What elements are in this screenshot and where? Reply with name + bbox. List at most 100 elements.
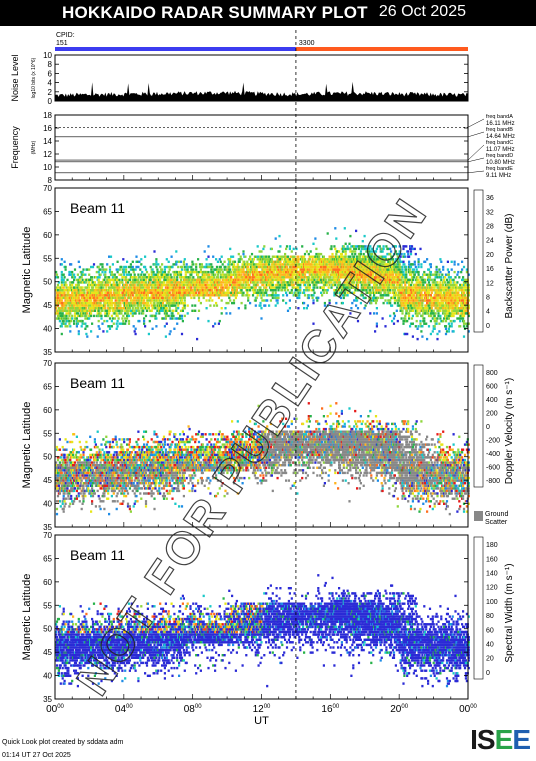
heatmap-cell (106, 312, 109, 315)
heatmap-cell (99, 263, 102, 266)
heatmap-cell (255, 268, 258, 271)
heatmap-cell (144, 281, 148, 284)
heatmap-cell (122, 314, 125, 318)
heatmap-cell (336, 281, 339, 284)
heatmap-cell (280, 273, 283, 276)
heatmap-cell (83, 296, 86, 300)
heatmap-cell (73, 289, 77, 292)
heatmap-cell (198, 265, 202, 269)
heatmap-cell (157, 263, 160, 266)
heatmap-cell (285, 286, 289, 289)
heatmap-cell (78, 278, 81, 282)
heatmap-cell (426, 307, 429, 310)
heatmap-cell (391, 260, 395, 263)
heatmap-cell (430, 304, 433, 307)
heatmap-cell (144, 286, 147, 289)
heatmap-cell (178, 260, 181, 263)
heatmap-cell (131, 294, 134, 297)
heatmap-cell (400, 296, 403, 300)
heatmap-cell (70, 263, 73, 266)
heatmap-cell (271, 278, 274, 282)
heatmap-cell (310, 263, 313, 266)
heatmap-cell (331, 252, 334, 256)
heatmap-cell (154, 286, 157, 289)
heatmap-cell (300, 268, 303, 271)
heatmap-cell (104, 273, 107, 276)
heatmap-cell (242, 291, 245, 294)
heatmap-cell (101, 309, 104, 312)
heatmap-cell (373, 312, 376, 315)
heatmap-cell (154, 281, 157, 284)
heatmap-cell (181, 309, 184, 312)
heatmap-cell (183, 299, 186, 302)
heatmap-cell (247, 296, 250, 300)
heatmap-cell (276, 299, 279, 302)
heatmap-cell (312, 242, 315, 245)
heatmap-cell (96, 335, 99, 338)
heatmap-cell (139, 268, 142, 271)
heatmap-cell (106, 278, 109, 282)
heatmap-cell (220, 268, 223, 271)
heatmap-cell (345, 278, 348, 282)
heatmap-cell (431, 299, 434, 302)
heatmap-cell (97, 325, 100, 328)
heatmap-cell (117, 317, 120, 320)
heatmap-cell (144, 296, 147, 300)
heatmap-cell (67, 291, 70, 294)
heatmap-cell (101, 322, 104, 325)
heatmap-cell (217, 322, 220, 325)
heatmap-cell (426, 273, 429, 276)
heatmap-cell (126, 317, 129, 320)
heatmap-cell (120, 265, 123, 269)
heatmap-cell (288, 307, 291, 310)
heatmap-cell (357, 247, 361, 251)
heatmap-cell (97, 309, 100, 312)
heatmap-cell (370, 301, 373, 305)
heatmap-cell (338, 294, 342, 297)
heatmap-cell (310, 294, 313, 297)
heatmap-cell (121, 281, 124, 284)
heatmap-cell (307, 252, 310, 256)
heatmap-cell (84, 309, 87, 312)
heatmap-cell (84, 304, 87, 307)
heatmap-cell (77, 319, 80, 323)
heatmap-cell (389, 289, 392, 292)
heatmap-cell (133, 330, 136, 333)
heatmap-cell (209, 304, 212, 307)
heatmap-cell (129, 268, 132, 271)
heatmap-cell (155, 265, 158, 269)
heatmap-cell (144, 314, 148, 318)
heatmap-cell (113, 317, 116, 320)
heatmap-cell (322, 255, 325, 258)
heatmap-cell (145, 307, 149, 310)
heatmap-cell (355, 304, 358, 307)
heatmap-cell (145, 309, 149, 312)
heatmap-cell (268, 281, 271, 284)
heatmap-cell (331, 273, 334, 276)
heatmap-cell (342, 283, 345, 287)
heatmap-cell (143, 304, 146, 307)
heatmap-cell (374, 281, 377, 284)
heatmap-cell (162, 273, 166, 276)
heatmap-cell (409, 307, 412, 310)
heatmap-cell (155, 312, 158, 315)
heatmap-cell (297, 307, 300, 310)
heatmap-cell (125, 281, 128, 284)
heatmap-cell (385, 276, 388, 279)
heatmap-cell (144, 255, 147, 258)
heatmap-cell (391, 265, 394, 269)
heatmap-cell (229, 263, 232, 266)
heatmap-cell (325, 291, 328, 294)
heatmap-cell (163, 325, 166, 328)
heatmap-cell (196, 337, 199, 341)
heatmap-cell (386, 301, 389, 305)
heatmap-cell (142, 276, 145, 279)
heatmap-cell (179, 270, 183, 274)
heatmap-cell (129, 263, 132, 266)
heatmap-cell (291, 281, 294, 284)
heatmap-cell (344, 250, 347, 253)
heatmap-cell (398, 268, 401, 271)
heatmap-cell (228, 296, 231, 300)
heatmap-cell (343, 291, 346, 294)
heatmap-cell (270, 258, 273, 261)
